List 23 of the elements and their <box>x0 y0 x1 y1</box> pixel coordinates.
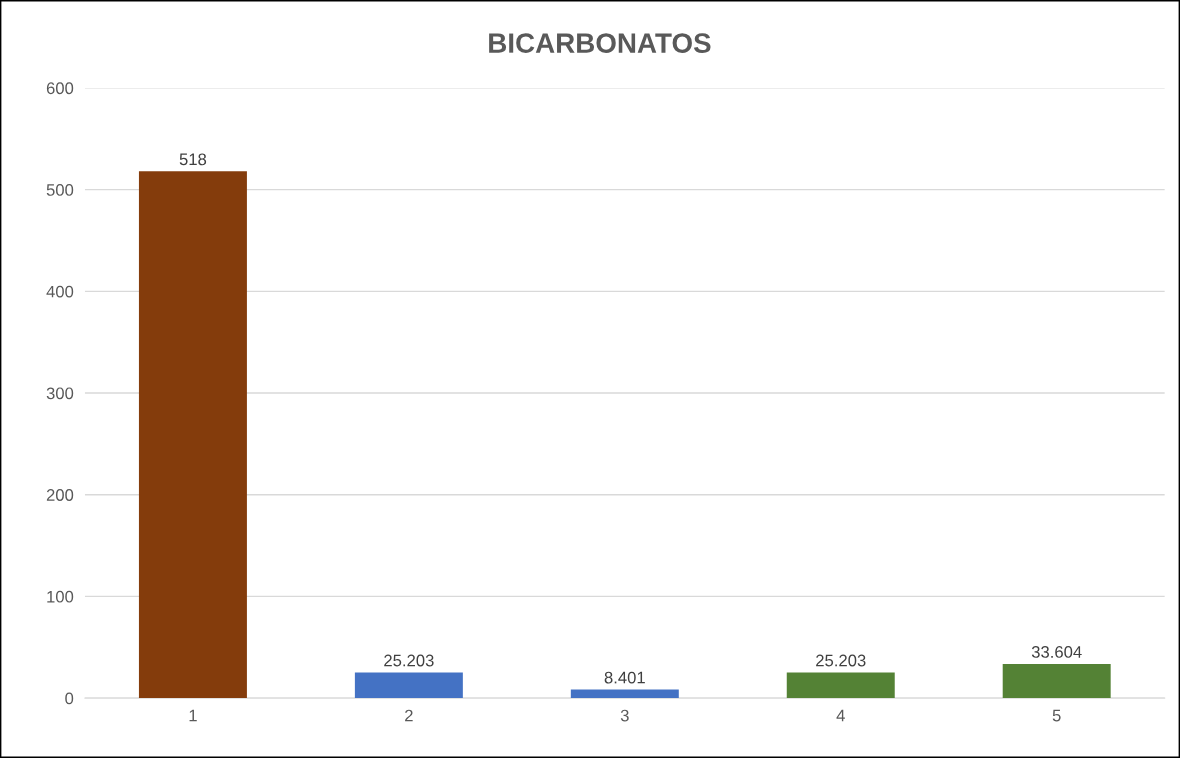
bar <box>1002 663 1111 699</box>
bar <box>786 672 895 699</box>
x-tick-label: 3 <box>620 709 629 722</box>
data-label: 25.203 <box>384 654 434 667</box>
x-tick-label: 5 <box>1052 709 1061 722</box>
data-label: 8.401 <box>604 671 645 684</box>
x-tick-label: 4 <box>836 709 845 722</box>
y-tick-label: 500 <box>46 184 74 196</box>
x-tick-label: 2 <box>405 709 413 722</box>
chart-title: BICARBONATOS <box>489 33 711 53</box>
data-label: 33.604 <box>1031 646 1082 658</box>
y-tick-label: 200 <box>46 489 74 501</box>
y-tick-label: 300 <box>46 387 74 400</box>
y-tick-label: 100 <box>47 590 74 603</box>
bar <box>138 171 247 699</box>
y-tick-label: 0 <box>65 692 74 705</box>
data-label: 518 <box>179 153 207 166</box>
bar <box>570 689 679 699</box>
x-tick-label: 1 <box>189 709 197 722</box>
data-label: 25.203 <box>816 654 866 667</box>
y-tick-label: 600 <box>46 82 74 95</box>
bar <box>354 672 463 699</box>
y-tick-label: 400 <box>46 285 74 298</box>
